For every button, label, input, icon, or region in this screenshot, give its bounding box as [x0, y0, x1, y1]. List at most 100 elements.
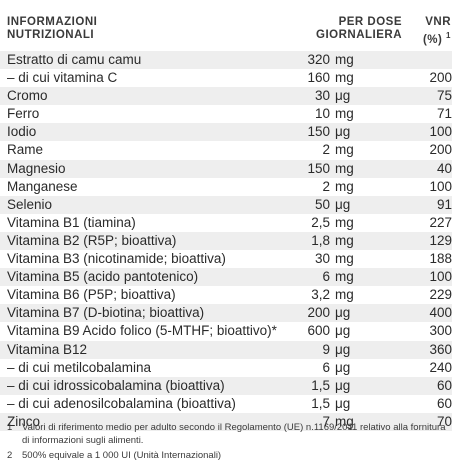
row-unit: μg	[335, 377, 351, 393]
row-amount: 320	[307, 52, 330, 67]
table-row: Vitamina B6 (P5P; bioattiva) 3,2 mg 229	[0, 286, 452, 304]
row-unit: mg	[335, 287, 354, 303]
table-row: Rame 2 mg 200	[0, 141, 452, 159]
row-amount: 10	[314, 106, 330, 122]
row-amount: 3,2	[311, 287, 330, 303]
column-header-vnr-percent: (%)	[422, 33, 443, 46]
column-header-name: INFORMAZIONI NUTRIZIONALI	[7, 16, 97, 42]
row-vnr: 200	[429, 142, 452, 158]
column-header-vnr-line1: VNR	[425, 16, 451, 28]
row-name: Cromo	[7, 88, 48, 104]
footnote-number: 1	[7, 422, 13, 433]
column-header-vnr: VNR (%) 1	[423, 16, 451, 47]
footnote-text: 500% equivale a 1 000 UI (Unità Internaz…	[22, 450, 222, 461]
row-vnr: 91	[436, 196, 452, 212]
row-unit: μg	[335, 323, 351, 339]
row-vnr: 71	[436, 106, 452, 122]
table-body: Estratto di camu camu 320 mg – di cui vitam…	[0, 51, 452, 431]
row-unit: μg	[335, 305, 351, 321]
row-vnr: 188	[429, 251, 452, 267]
row-vnr: 70	[436, 413, 452, 429]
table-row: Vitamina B2 (R5P; bioattiva) 1,8 mg 129	[0, 231, 452, 251]
row-amount: 9	[322, 341, 330, 357]
row-unit: mg	[335, 178, 354, 194]
row-unit: mg	[335, 413, 354, 429]
row-vnr: 100	[429, 124, 452, 140]
row-name: Zinco	[7, 413, 41, 429]
row-amount: 150	[307, 160, 330, 176]
column-header-vnr-line2: (%) 1	[423, 29, 451, 47]
column-header-name-line2: NUTRIZIONALI	[7, 29, 95, 41]
table-row: Ferro 10 mg 71	[0, 105, 452, 123]
table-row: – di cui vitamina C 160 mg 200	[0, 69, 452, 87]
row-unit: mg	[335, 214, 354, 230]
row-amount: 1,8	[311, 232, 330, 248]
row-vnr: 60	[436, 377, 452, 393]
column-header-dose-line2: GIORNALIERA	[316, 29, 402, 41]
row-amount: 600	[307, 323, 330, 339]
row-amount: 30	[314, 88, 330, 104]
footnote-text: Valori di riferimento medio per adulto s…	[22, 422, 446, 446]
row-name: Vitamina B6 (P5P; bioattiva)	[7, 287, 176, 303]
row-amount: 50	[314, 196, 330, 212]
table-row: Cromo 30 μg 75	[0, 87, 452, 106]
row-vnr: 400	[429, 305, 452, 321]
row-amount: 1,5	[311, 377, 330, 393]
row-name: Estratto di camu camu	[7, 52, 142, 67]
footnotes: 1 Valori di riferimento medio per adulto …	[0, 422, 452, 463]
row-vnr: 229	[429, 287, 452, 303]
column-header-dose: PER DOSE GIORNALIERA	[316, 16, 402, 42]
column-header-vnr-footnote-ref: 1	[446, 31, 451, 40]
table-row: – di cui adenosilcobalamina (bioattiva) 1…	[0, 395, 452, 413]
row-name: Vitamina B5 (acido pantotenico)	[7, 269, 199, 285]
table-row: Vitamina B7 (D-biotina; bioattiva) 200 μg 4…	[0, 304, 452, 323]
table-row: – di cui idrossicobalamina (bioattiva) 1,…	[0, 376, 452, 395]
table-row: Zinco 7 mg 70	[0, 412, 452, 431]
row-vnr: 100	[429, 178, 452, 194]
row-unit: mg	[335, 232, 354, 248]
row-unit: μg	[335, 196, 351, 212]
row-vnr: 300	[429, 323, 452, 339]
row-name: Vitamina B12	[7, 341, 88, 357]
row-vnr: 100	[429, 269, 452, 285]
row-name: Manganese	[7, 178, 78, 194]
row-vnr: 360	[429, 341, 452, 357]
row-vnr: 75	[436, 88, 452, 104]
row-name: Rame	[7, 142, 44, 158]
column-header-name-line1: INFORMAZIONI	[7, 16, 98, 28]
row-vnr: 227	[429, 214, 452, 230]
row-name: Vitamina B3 (nicotinamide; bioattiva)	[7, 251, 226, 267]
table-row: Vitamina B3 (nicotinamide; bioattiva) 30 m…	[0, 250, 452, 268]
row-name: Vitamina B7 (D-biotina; bioattiva)	[7, 305, 205, 321]
row-name: Selenio	[7, 196, 53, 212]
row-name: Ferro	[7, 106, 40, 122]
row-unit: mg	[335, 269, 354, 285]
footnote: 1 Valori di riferimento medio per adulto …	[0, 422, 452, 447]
footnote: 2 500% equivale a 1 000 UI (Unità Interna…	[0, 450, 452, 463]
row-unit: μg	[335, 341, 351, 357]
footnote-number: 2	[7, 450, 13, 461]
row-name: Vitamina B2 (R5P; bioattiva)	[7, 232, 177, 248]
row-unit: μg	[335, 88, 351, 104]
row-amount: 6	[322, 269, 330, 285]
row-name: – di cui vitamina C	[7, 70, 118, 86]
row-amount: 2,5	[311, 214, 330, 230]
row-vnr: 200	[429, 70, 452, 86]
row-unit: μg	[335, 395, 351, 411]
table-row: Vitamina B1 (tiamina) 2,5 mg 227	[0, 214, 452, 232]
row-amount: 2	[322, 178, 330, 194]
column-header-dose-line1: PER DOSE	[338, 16, 402, 28]
table-row: Magnesio 150 mg 40	[0, 159, 452, 178]
table-header: INFORMAZIONI NUTRIZIONALI PER DOSE GIORN…	[0, 12, 458, 50]
row-vnr: 240	[429, 359, 452, 375]
row-amount: 7	[322, 413, 330, 429]
row-amount: 2	[322, 142, 330, 158]
table-row: Vitamina B12 9 μg 360	[0, 340, 452, 359]
table-row: Iodio 150 μg 100	[0, 123, 452, 142]
row-name: – di cui idrossicobalamina (bioattiva)	[7, 377, 225, 393]
row-unit: mg	[335, 142, 354, 158]
row-name: Iodio	[7, 124, 37, 140]
row-vnr: 60	[436, 395, 452, 411]
row-unit: mg	[335, 70, 354, 86]
